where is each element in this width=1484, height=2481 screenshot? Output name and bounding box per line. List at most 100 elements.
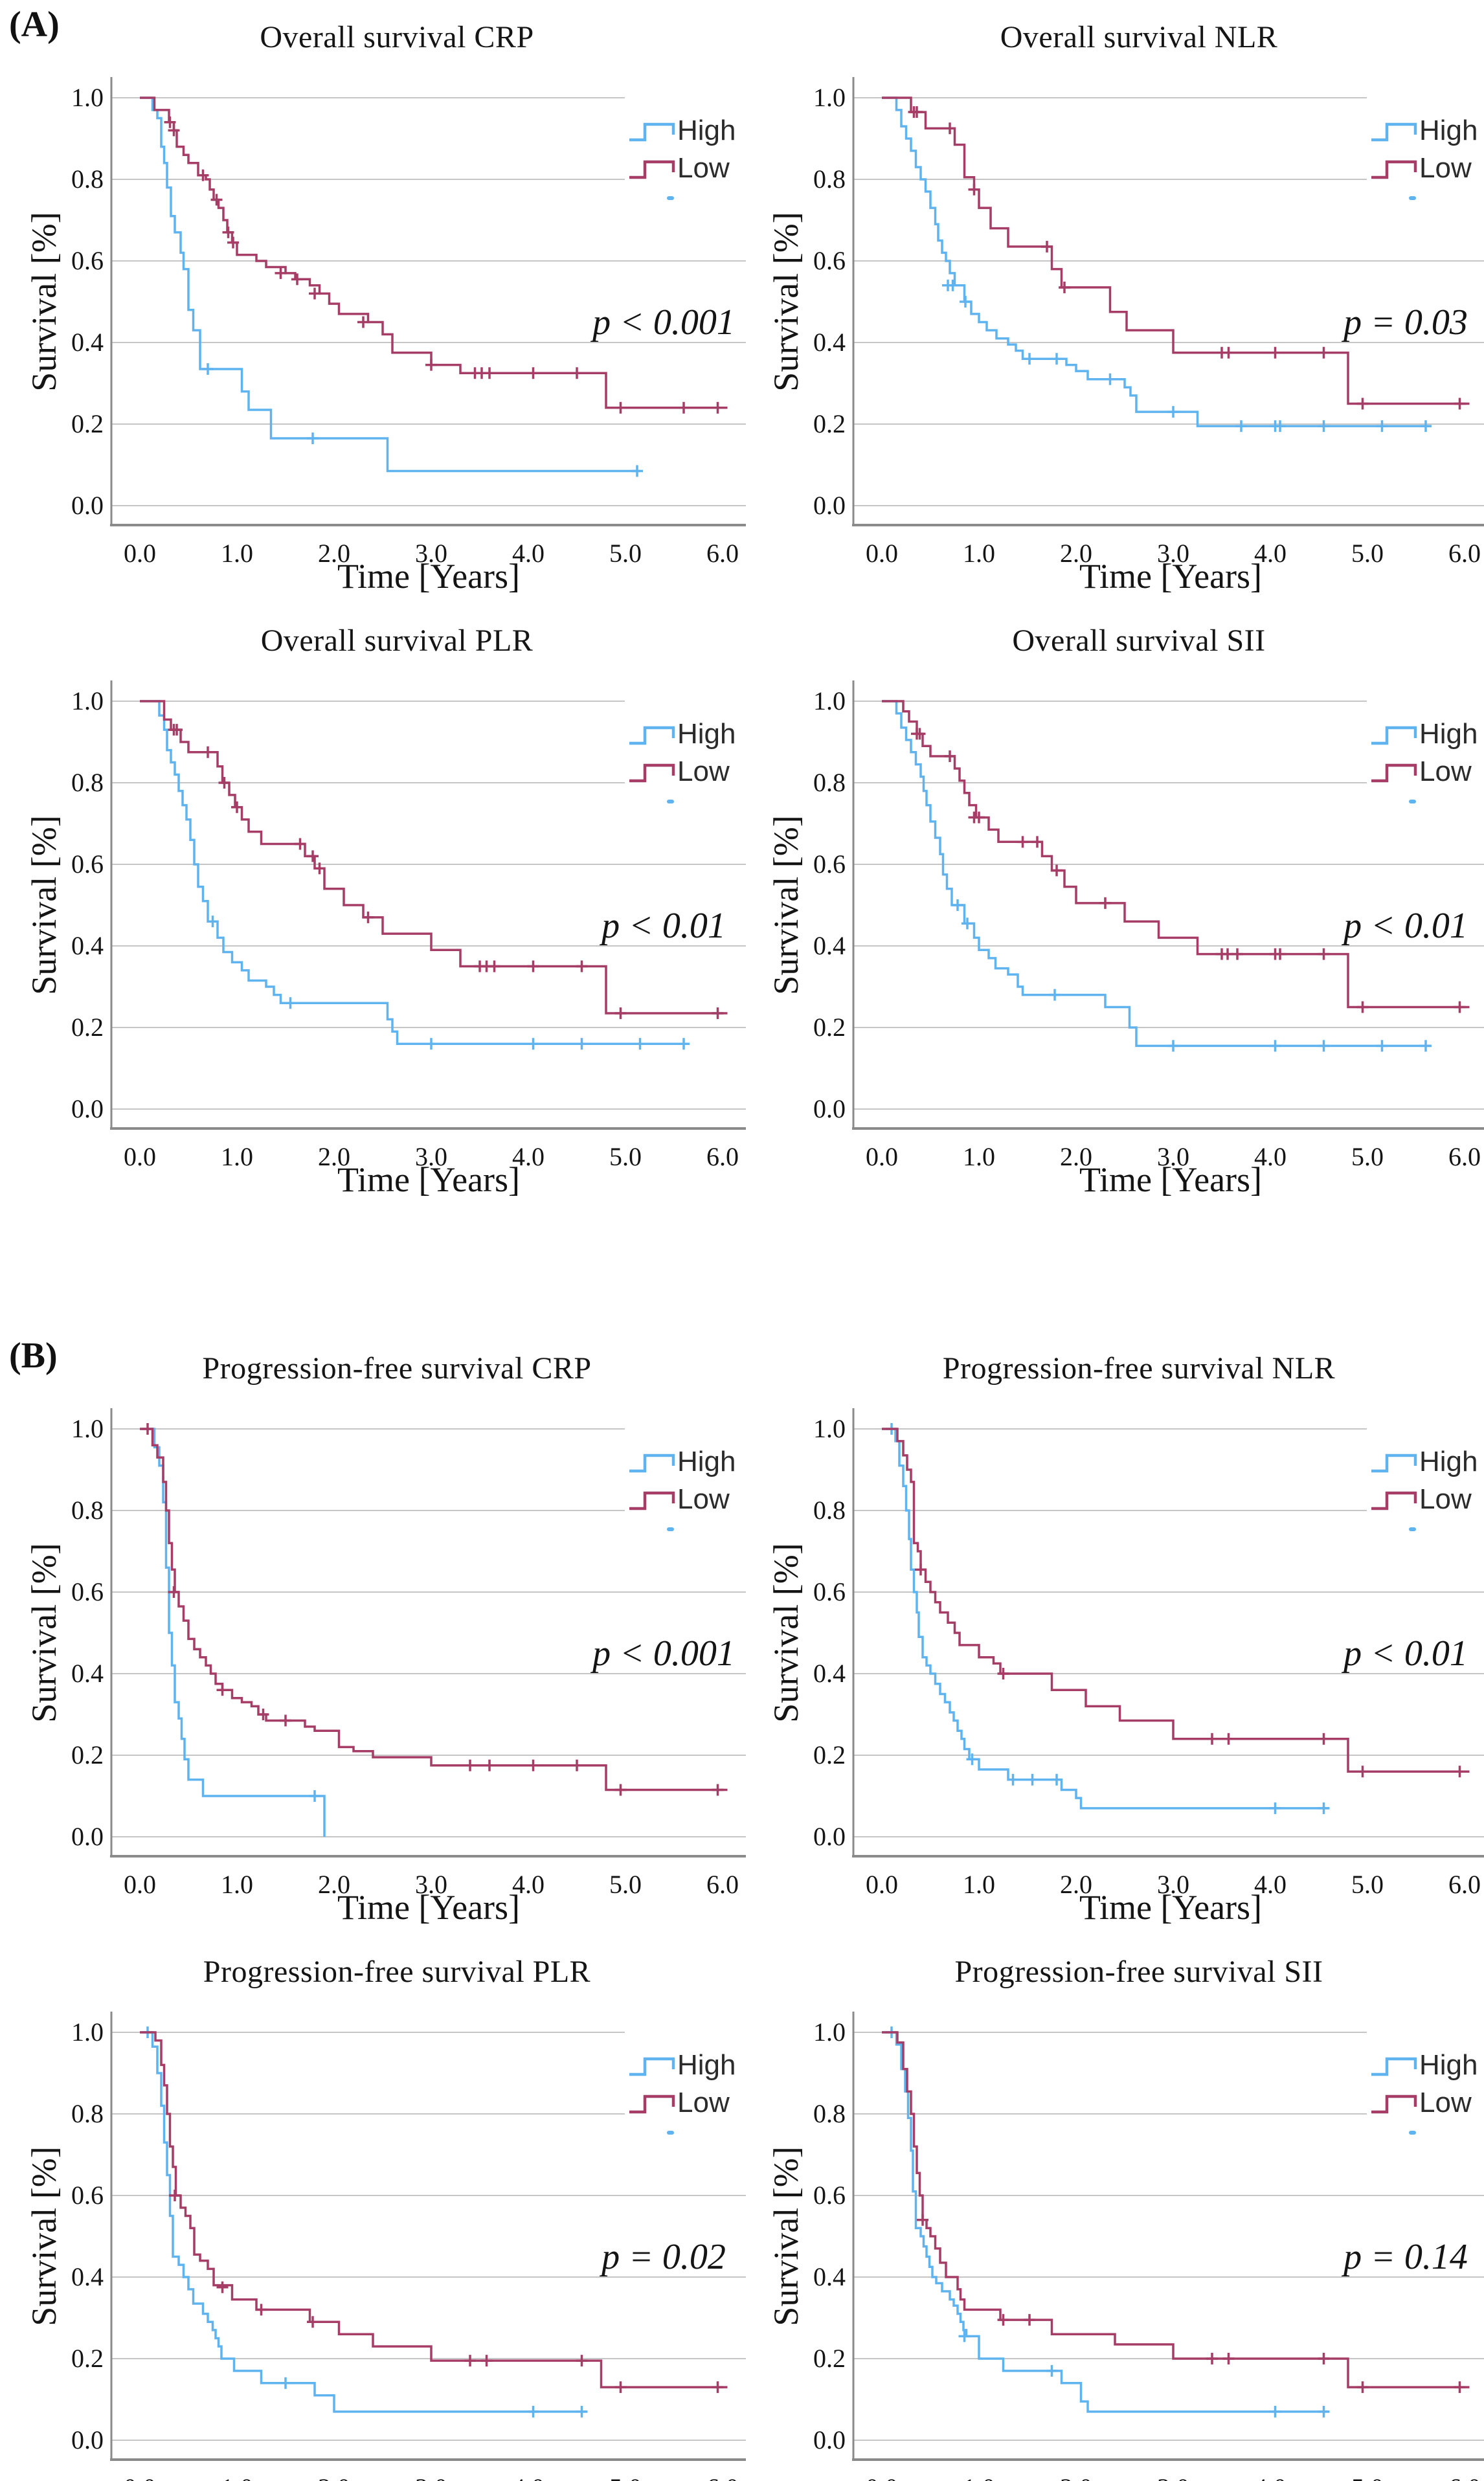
legend-high-label: High xyxy=(677,1446,736,1477)
y-axis-title: Survival [%] xyxy=(768,815,805,994)
y-tick-label: 0.6 xyxy=(71,2181,104,2210)
x-tick-label: 6.0 xyxy=(1448,1870,1481,1899)
chart-title: Overall survival NLR xyxy=(1000,20,1278,54)
x-tick-label: 1.0 xyxy=(963,1870,995,1899)
y-tick-label: 1.0 xyxy=(813,686,846,715)
y-axis-title: Survival [%] xyxy=(26,815,63,994)
y-tick-label: 0.8 xyxy=(813,164,846,194)
x-tick-label: 6.0 xyxy=(1448,1142,1481,1171)
km-plot-area: 0.00.20.40.60.81.00.01.02.03.04.05.06.0T… xyxy=(26,1945,768,2481)
x-tick-label: 5.0 xyxy=(609,1142,642,1171)
y-tick-label: 0.8 xyxy=(813,768,846,797)
x-axis-title: Time [Years] xyxy=(1079,1160,1262,1196)
km-curve-high xyxy=(882,700,1431,1048)
x-tick-label: 0.0 xyxy=(124,1142,156,1171)
y-axis-title: Survival [%] xyxy=(768,1543,805,1722)
x-tick-label: 0.0 xyxy=(866,1142,898,1171)
x-tick-label: 4.0 xyxy=(512,1870,545,1899)
legend-low-step-icon xyxy=(1371,2094,1417,2114)
legend-high-step-icon xyxy=(1371,726,1417,745)
panel-a-label: (A) xyxy=(9,5,60,45)
legend-censor-dot-icon xyxy=(1409,1527,1416,1531)
x-tick-label: 5.0 xyxy=(609,1870,642,1899)
legend-censor-dot-icon xyxy=(1409,800,1416,803)
y-tick-label: 0.2 xyxy=(813,1013,846,1042)
y-tick-label: 0.0 xyxy=(71,1822,104,1851)
x-tick-label: 1.0 xyxy=(221,2473,253,2481)
legend-high-step-icon xyxy=(629,122,675,142)
y-tick-label: 0.8 xyxy=(71,2099,104,2128)
legend-censor-dot-icon xyxy=(1409,2131,1416,2135)
km-chart-pfs-nlr: Progression-free survival NLR 0.0 0.2 0.4 0… xyxy=(768,1342,1484,1924)
x-tick-label: 2.0 xyxy=(1060,1870,1092,1899)
chart-title: Progression-free survival SII xyxy=(954,1955,1323,1989)
x-tick-label: 5.0 xyxy=(1351,1142,1384,1171)
x-tick-label: 4.0 xyxy=(512,539,545,568)
legend-low-label: Low xyxy=(677,756,730,787)
chart-title: Progression-free survival PLR xyxy=(203,1955,591,1989)
legend-box xyxy=(625,87,768,184)
legend-high-step-icon xyxy=(629,1454,675,1473)
chart-title: Overall survival SII xyxy=(1012,623,1266,658)
p-value-label: p < 0.01 xyxy=(1341,906,1468,946)
x-axis-title: Time [Years] xyxy=(1079,1888,1262,1924)
x-tick-label: 5.0 xyxy=(1351,2473,1384,2481)
y-tick-label: 0.0 xyxy=(813,491,846,520)
y-tick-label: 0.6 xyxy=(813,246,846,275)
p-value-label: p < 0.01 xyxy=(1341,1633,1468,1674)
x-tick-label: 4.0 xyxy=(1254,539,1287,568)
p-value-label: p < 0.001 xyxy=(590,1633,735,1674)
y-tick-label: 0.0 xyxy=(813,2425,846,2454)
y-tick-label: 0.4 xyxy=(71,328,104,357)
x-tick-label: 0.0 xyxy=(866,1870,898,1899)
y-tick-label: 0.4 xyxy=(813,1659,846,1688)
y-tick-label: 0.6 xyxy=(71,246,104,275)
legend-high-step-icon xyxy=(629,2057,675,2076)
panel-b: (B) Progression-free survival CRP 0.0 0.2… xyxy=(0,1331,1484,2481)
legend-box xyxy=(625,1418,768,1515)
legend-low-label: Low xyxy=(1419,1483,1472,1515)
y-tick-label: 0.2 xyxy=(71,409,104,438)
legend-high-label: High xyxy=(1419,718,1478,750)
p-value-label: p = 0.03 xyxy=(1341,302,1468,342)
p-value-label: p = 0.02 xyxy=(599,2237,726,2277)
panel-b-grid: Progression-free survival CRP 0.0 0.2 0.4 0… xyxy=(0,1331,1484,2481)
km-curve-high xyxy=(140,2031,587,2413)
x-tick-label: 0.0 xyxy=(866,2473,898,2481)
panel-gap xyxy=(0,1207,1484,1331)
km-curve-high xyxy=(140,700,689,1045)
x-tick-label: 5.0 xyxy=(1351,539,1384,568)
y-tick-label: 0.4 xyxy=(813,2262,846,2291)
x-tick-label: 3.0 xyxy=(415,539,447,568)
y-tick-label: 0.8 xyxy=(813,2099,846,2128)
legend-low-step-icon xyxy=(1371,763,1417,783)
km-svg: 0.00.20.40.60.81.00.01.02.03.04.05.06.0T… xyxy=(26,2012,768,2481)
y-tick-label: 0.2 xyxy=(813,409,846,438)
km-svg: 0.00.20.40.60.81.00.01.02.03.04.05.06.0T… xyxy=(768,2012,1484,2481)
y-tick-label: 0.0 xyxy=(71,2425,104,2454)
x-tick-label: 2.0 xyxy=(318,2473,350,2481)
x-tick-label: 2.0 xyxy=(318,539,350,568)
y-tick-label: 0.2 xyxy=(71,1740,104,1769)
y-tick-label: 1.0 xyxy=(813,2017,846,2047)
y-tick-label: 0.6 xyxy=(813,2181,846,2210)
km-curve-high xyxy=(140,96,640,473)
legend-low-label: Low xyxy=(677,1483,730,1515)
legend-low-label: Low xyxy=(677,2087,730,2118)
y-tick-label: 0.4 xyxy=(813,931,846,960)
km-curve-high xyxy=(882,96,1431,427)
y-tick-label: 0.2 xyxy=(71,2344,104,2373)
km-chart-overall-survival-sii: Overall survival SII 0.0 0.2 0.4 0.6 0.8 1.0 0… xyxy=(768,614,1484,1196)
x-tick-label: 6.0 xyxy=(706,1870,739,1899)
x-axis-title: Time [Years] xyxy=(337,557,520,593)
x-tick-label: 2.0 xyxy=(1060,539,1092,568)
